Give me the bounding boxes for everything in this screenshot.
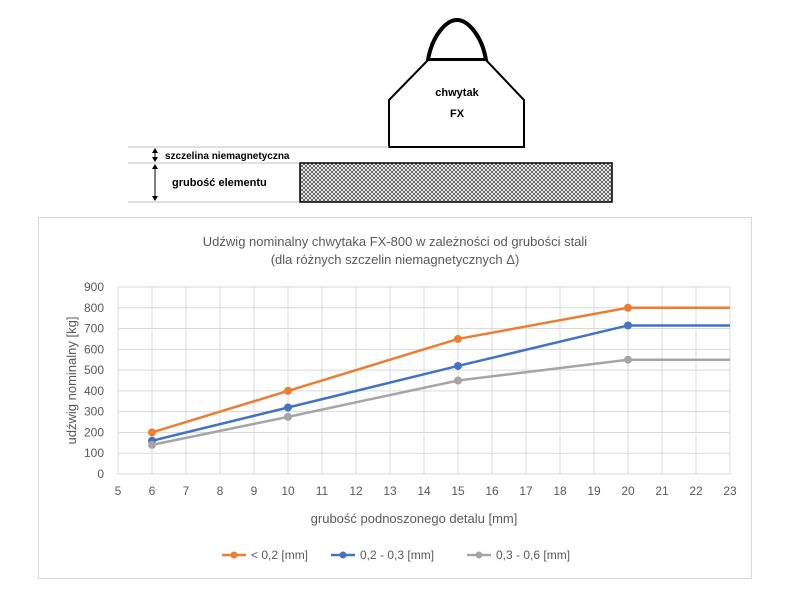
x-tick-label: 18	[553, 484, 567, 498]
data-point	[148, 440, 156, 449]
x-tick-label: 8	[217, 484, 224, 498]
x-tick-label: 10	[281, 484, 295, 498]
x-tick-label: 14	[417, 484, 431, 498]
legend-label: < 0,2 [mm]	[251, 548, 308, 562]
thickness-label: grubość elementu	[172, 177, 267, 189]
chart-title-line: (dla różnych szczelin niemagnetycznych Δ…	[271, 252, 520, 267]
y-tick-label: 400	[84, 384, 104, 398]
x-tick-label: 5	[115, 484, 122, 498]
gripper-label-line1: chwytak	[435, 87, 479, 99]
chart-frame	[38, 217, 752, 579]
x-axis-title: grubość podnoszonego detalu [mm]	[311, 511, 518, 526]
legend-label: 0,3 - 0,6 [mm]	[496, 548, 570, 562]
x-tick-label: 13	[383, 484, 397, 498]
chart-gridlines	[117, 286, 731, 475]
legend-swatch-marker	[475, 551, 483, 559]
legend-swatch-marker	[339, 551, 347, 559]
x-tick-label: 9	[251, 484, 258, 498]
x-tick-label: 15	[451, 484, 465, 498]
y-tick-label: 800	[84, 301, 104, 315]
x-tick-label: 12	[349, 484, 363, 498]
y-tick-label: 600	[84, 342, 104, 356]
y-axis-title: udźwig nominalny [kg]	[64, 317, 79, 445]
y-tick-label: 0	[97, 467, 104, 481]
gripper-body	[388, 59, 525, 148]
data-point	[624, 303, 632, 312]
y-tick-label: 500	[84, 363, 104, 377]
x-tick-label: 7	[183, 484, 190, 498]
x-tick-label: 17	[519, 484, 533, 498]
y-tick-label: 200	[84, 425, 104, 439]
data-point	[624, 355, 632, 364]
legend-label: 0,2 - 0,3 [mm]	[360, 548, 434, 562]
data-point	[284, 386, 292, 395]
data-point	[454, 334, 462, 343]
x-tick-label: 6	[149, 484, 156, 498]
y-tick-label: 900	[84, 280, 104, 294]
y-tick-label: 300	[84, 405, 104, 419]
data-point	[284, 412, 292, 421]
legend-swatch-marker	[230, 551, 238, 559]
gap-dimension-arrow	[152, 148, 158, 162]
steel-element	[299, 162, 613, 203]
data-point	[284, 403, 292, 412]
gap-label: szczelina niemagnetyczna	[165, 151, 290, 162]
x-tick-label: 22	[689, 484, 703, 498]
chart-title-line: Udźwig nominalny chwytaka FX-800 w zależ…	[203, 234, 588, 249]
chart-title: Udźwig nominalny chwytaka FX-800 w zależ…	[203, 234, 588, 267]
x-tick-label: 20	[621, 484, 635, 498]
x-tick-label: 11	[316, 484, 329, 498]
data-point	[148, 428, 156, 437]
y-tick-label: 100	[84, 446, 104, 460]
gripper-label-line2: FX	[450, 108, 465, 120]
data-point	[454, 361, 462, 370]
chart-axes: 0 100 200 300 400 500 600 700 800 900 5 6 7 8 9 10 11 12 1…	[64, 280, 737, 526]
chart-legend: < 0,2 [mm] 0,2 - 0,3 [mm] 0,3 - 0,6 [mm]	[222, 548, 570, 562]
gripper-dome	[425, 17, 489, 62]
data-point	[624, 321, 632, 330]
x-tick-label: 16	[485, 484, 499, 498]
data-point	[454, 376, 462, 385]
x-tick-label: 23	[723, 484, 737, 498]
gripper-diagram: chwytak FX szczelina niemagnetyczna grub…	[128, 17, 613, 203]
x-tick-label: 19	[587, 484, 601, 498]
thickness-dimension-arrow	[152, 164, 158, 201]
chart-series	[148, 303, 730, 449]
x-tick-label: 21	[655, 484, 669, 498]
y-tick-label: 700	[84, 322, 104, 336]
